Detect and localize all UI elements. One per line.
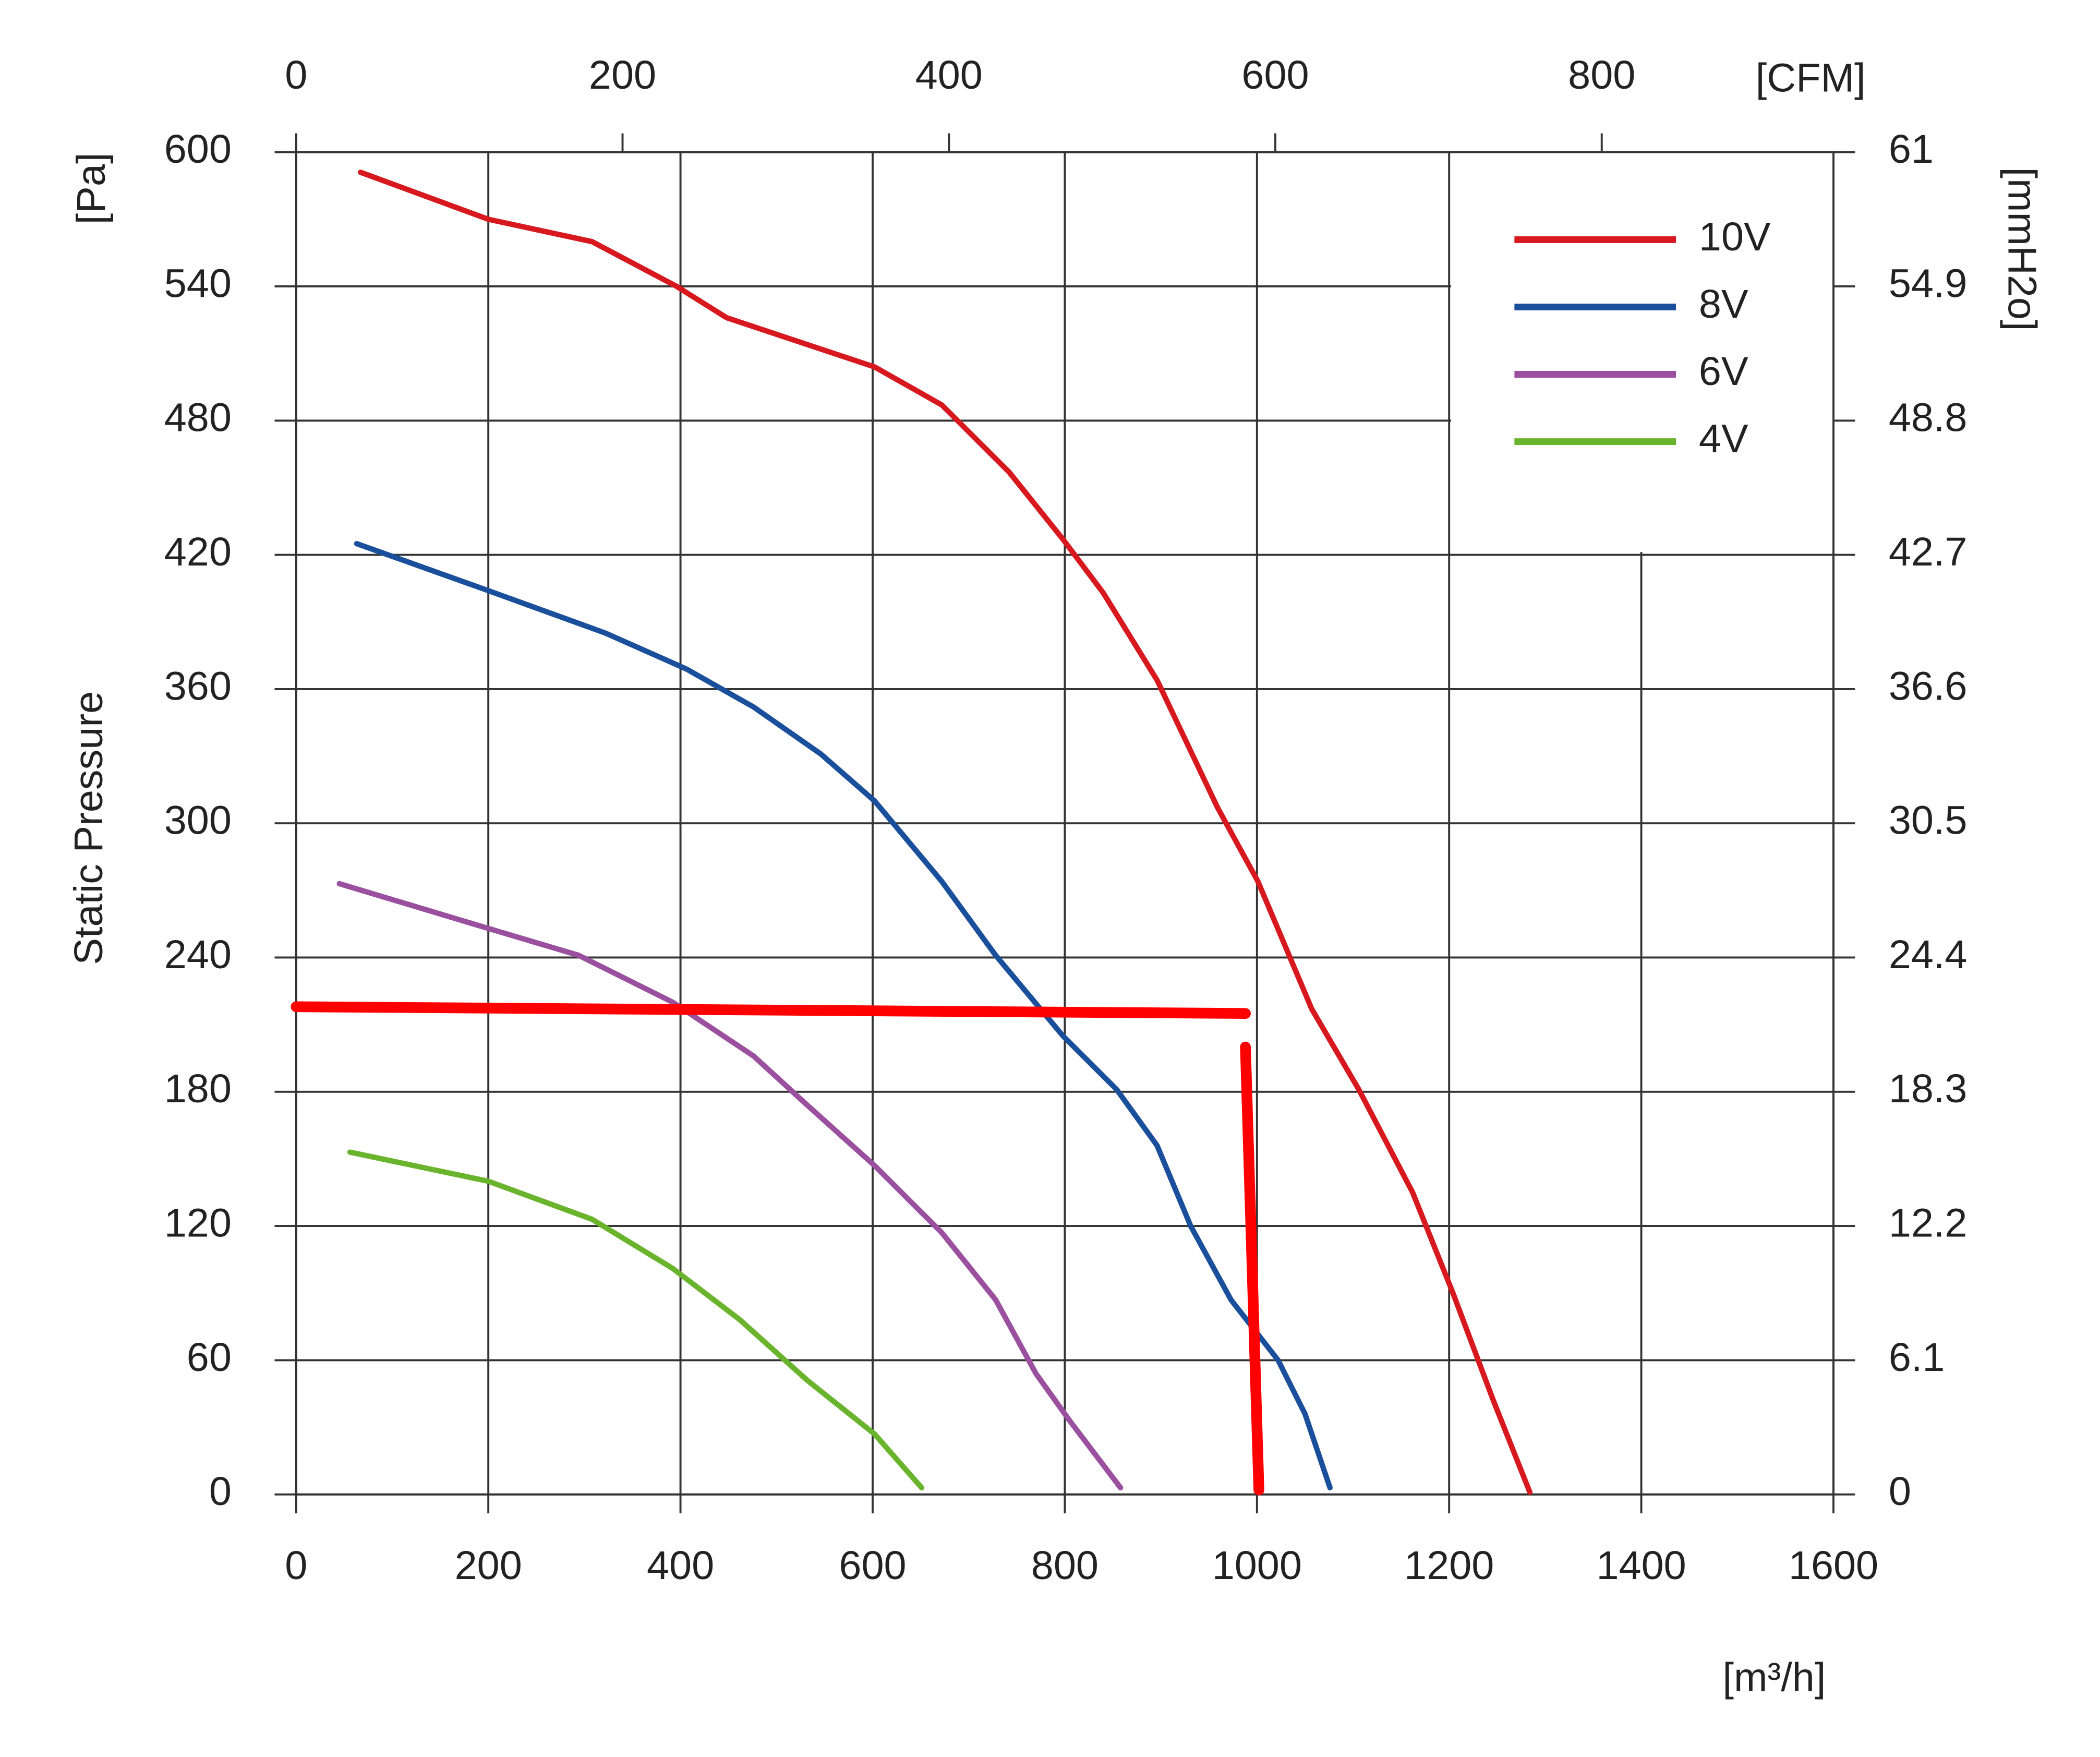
y2-tick-label: 0 xyxy=(1889,1469,1911,1514)
y-tick-label: 540 xyxy=(164,261,232,306)
y2-tick-label: 30.5 xyxy=(1889,798,1968,843)
legend-label: 4V xyxy=(1699,416,1748,461)
y-tick-label: 0 xyxy=(209,1469,232,1514)
x2-tick-label: 600 xyxy=(1241,53,1309,98)
y-tick-label: 360 xyxy=(164,664,232,708)
x2-tick-label: 800 xyxy=(1568,53,1635,98)
legend-label: 6V xyxy=(1699,349,1748,394)
x-tick-label: 0 xyxy=(285,1543,307,1588)
y2-tick-label: 6.1 xyxy=(1889,1335,1945,1380)
y2-tick-label: 36.6 xyxy=(1889,664,1968,708)
x-tick-label: 1400 xyxy=(1597,1543,1686,1588)
legend-label: 10V xyxy=(1699,214,1771,259)
x2-tick-label: 400 xyxy=(915,53,983,98)
x-tick-label: 600 xyxy=(839,1543,906,1588)
legend-label: 8V xyxy=(1699,282,1748,327)
y-tick-label: 420 xyxy=(164,529,232,574)
legend-box xyxy=(1451,152,1834,552)
annotation-line xyxy=(1240,1041,1264,1496)
series-line xyxy=(354,540,1333,1491)
y-tick-label: 480 xyxy=(164,395,232,440)
y-tick-label: 240 xyxy=(164,932,232,977)
y2-tick-label: 18.3 xyxy=(1889,1066,1968,1111)
y2-tick-label: 54.9 xyxy=(1889,261,1968,306)
y-axis-title: Static Pressure xyxy=(66,691,111,965)
x-tick-label: 200 xyxy=(455,1543,522,1588)
x2-tick-label: 200 xyxy=(589,53,656,98)
x-tick-label: 1600 xyxy=(1789,1543,1878,1588)
x-tick-label: 1200 xyxy=(1404,1543,1494,1588)
y2-tick-label: 42.7 xyxy=(1889,529,1968,574)
series-line xyxy=(347,1149,925,1491)
annotation-line xyxy=(291,1001,1251,1019)
y2-tick-label: 48.8 xyxy=(1889,395,1968,440)
x-tick-label: 400 xyxy=(647,1543,714,1588)
y2-tick-label: 24.4 xyxy=(1889,932,1968,977)
y-tick-label: 300 xyxy=(164,798,232,843)
y2-axis-title: [mmH2o] xyxy=(2000,167,2045,331)
x-axis-title: [m³/h] xyxy=(1723,1655,1826,1700)
y-tick-label: 60 xyxy=(187,1335,232,1380)
x-tick-label: 800 xyxy=(1031,1543,1099,1588)
plot-frame xyxy=(295,151,1835,1496)
y-tick-label: 600 xyxy=(164,127,232,172)
y-tick-label: 120 xyxy=(164,1201,232,1246)
series-line xyxy=(358,170,1533,1495)
y-unit-label: [Pa] xyxy=(69,153,114,225)
x2-tick-label: 0 xyxy=(285,53,307,98)
y2-tick-label: 12.2 xyxy=(1889,1201,1968,1246)
series-line xyxy=(336,881,1124,1491)
y-tick-label: 180 xyxy=(164,1066,232,1111)
x2-axis-title: [CFM] xyxy=(1756,55,1866,100)
y2-tick-label: 61 xyxy=(1889,127,1934,172)
x-tick-label: 1000 xyxy=(1212,1543,1302,1588)
